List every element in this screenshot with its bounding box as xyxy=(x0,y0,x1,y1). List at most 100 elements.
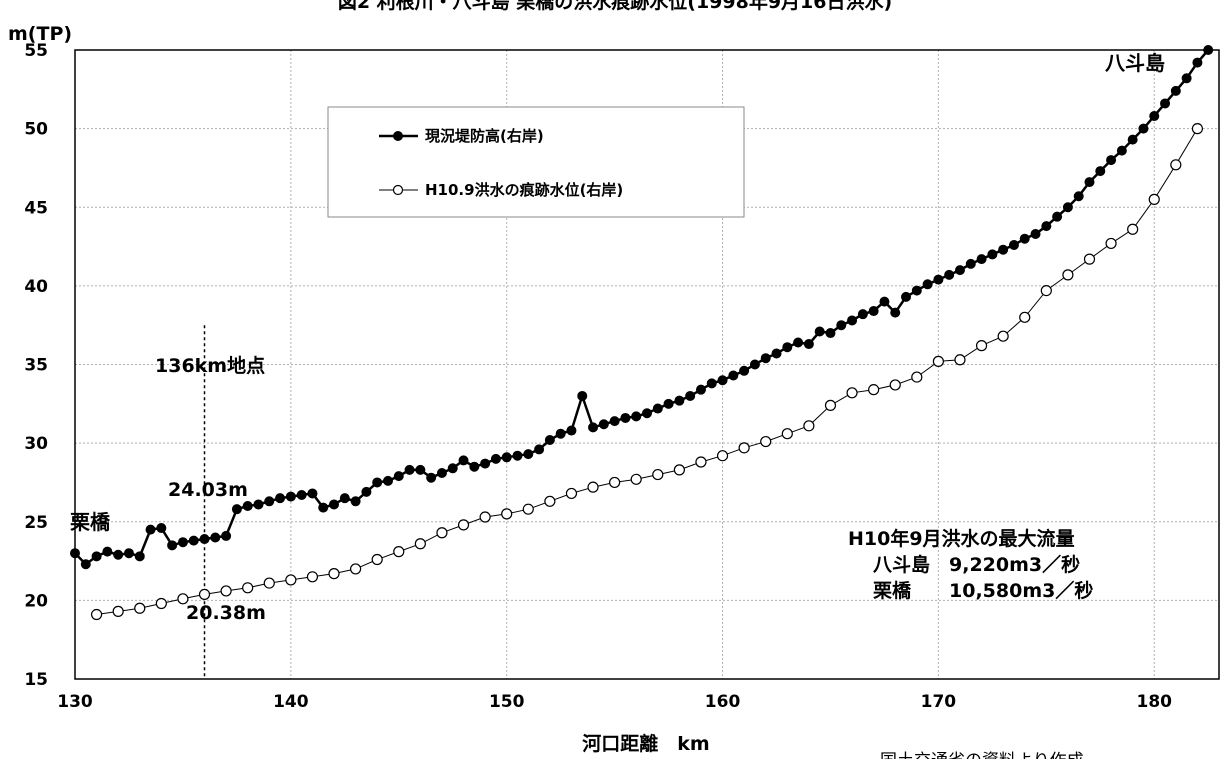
data-point-series-1 xyxy=(220,585,232,597)
data-point-series-0 xyxy=(868,306,879,317)
data-point-series-1 xyxy=(350,563,362,575)
data-point-series-0 xyxy=(156,523,167,534)
data-point-series-0 xyxy=(782,342,793,353)
data-point-series-0 xyxy=(1095,166,1106,177)
data-point-series-0 xyxy=(1030,228,1041,239)
data-point-series-0 xyxy=(1116,145,1127,156)
data-point-series-0 xyxy=(793,337,804,348)
legend-box xyxy=(327,106,745,218)
data-point-series-0 xyxy=(221,530,232,541)
data-point-series-0 xyxy=(70,548,80,559)
legend-marker-flood xyxy=(392,184,404,196)
data-point-series-1 xyxy=(414,538,426,550)
data-point-series-0 xyxy=(318,502,329,513)
data-point-series-0 xyxy=(123,548,134,559)
annotation-yattajima: 八斗島 xyxy=(1105,51,1165,75)
data-point-series-1 xyxy=(824,399,837,411)
data-point-series-0 xyxy=(1170,85,1181,96)
data-point-series-0 xyxy=(879,296,890,307)
data-point-series-0 xyxy=(1052,211,1063,222)
data-point-series-0 xyxy=(102,546,113,557)
data-point-series-1 xyxy=(1040,284,1052,297)
data-point-series-1 xyxy=(868,384,880,396)
data-point-series-1 xyxy=(997,330,1009,342)
data-point-series-0 xyxy=(642,408,652,419)
data-point-series-0 xyxy=(534,444,545,455)
data-point-series-1 xyxy=(393,546,405,558)
data-point-series-0 xyxy=(1127,134,1138,145)
data-point-series-0 xyxy=(490,453,501,464)
data-point-series-0 xyxy=(307,488,318,499)
data-point-series-0 xyxy=(242,501,253,512)
data-point-series-0 xyxy=(857,309,868,320)
data-point-series-1 xyxy=(954,354,966,366)
data-point-series-0 xyxy=(512,450,523,461)
data-point-series-0 xyxy=(167,540,178,551)
data-point-series-1 xyxy=(457,519,470,531)
series-line-1 xyxy=(96,128,1198,615)
annotation-max-flow-kurihashi: 栗橋 10,580m3／秒 xyxy=(873,579,1093,602)
source-note: 国土交通省の資料より作成 xyxy=(880,751,1084,759)
data-point-series-0 xyxy=(771,348,782,359)
data-point-series-0 xyxy=(404,464,415,475)
data-point-series-0 xyxy=(231,504,242,515)
data-point-series-0 xyxy=(555,428,566,439)
data-point-series-1 xyxy=(263,577,275,589)
annotation-max-flow-title: H10年9月洪水の最大流量 xyxy=(848,527,1075,550)
data-point-series-0 xyxy=(1073,191,1084,202)
data-point-series-0 xyxy=(188,535,199,546)
plot-area-frame xyxy=(74,49,1220,680)
data-point-series-0 xyxy=(426,472,437,483)
data-point-series-1 xyxy=(198,588,211,600)
data-point-series-0 xyxy=(706,378,717,389)
data-point-series-1 xyxy=(371,553,383,566)
annotation-kurihashi: 栗橋 xyxy=(70,510,111,534)
data-point-series-0 xyxy=(588,422,599,433)
y-tick-label: 30 xyxy=(24,434,48,454)
y-tick-label: 35 xyxy=(24,356,48,376)
data-point-series-1 xyxy=(177,593,189,605)
data-point-series-1 xyxy=(306,571,319,583)
data-point-series-0 xyxy=(1106,155,1117,166)
data-point-series-1 xyxy=(1062,269,1074,281)
legend-marker-levee xyxy=(393,131,403,141)
annotation-flood-level: 20.38m xyxy=(186,602,266,624)
data-point-series-0 xyxy=(253,499,264,510)
data-point-series-1 xyxy=(803,420,815,432)
data-point-series-0 xyxy=(976,254,987,265)
annotation-136km: 136km地点 xyxy=(155,354,265,377)
y-tick-label: 50 xyxy=(24,120,48,140)
data-point-series-0 xyxy=(145,524,156,535)
x-tick-label: 170 xyxy=(921,692,957,712)
data-point-series-0 xyxy=(663,398,674,409)
data-point-series-0 xyxy=(739,365,750,376)
legend-label-levee: 現況堤防高(右岸) xyxy=(425,127,544,145)
data-point-series-0 xyxy=(803,339,814,350)
data-point-series-0 xyxy=(901,291,912,302)
data-point-series-0 xyxy=(814,326,825,337)
data-point-series-0 xyxy=(695,384,706,395)
x-tick-label: 140 xyxy=(273,692,309,712)
data-point-series-1 xyxy=(112,605,124,617)
x-tick-label: 180 xyxy=(1136,692,1172,712)
data-point-series-0 xyxy=(836,320,847,331)
data-point-series-0 xyxy=(933,274,944,285)
data-point-series-0 xyxy=(393,471,404,482)
data-point-series-1 xyxy=(1019,311,1031,323)
data-point-series-1 xyxy=(285,574,297,586)
data-point-series-0 xyxy=(1181,73,1192,84)
data-point-series-0 xyxy=(954,265,965,276)
data-point-series-1 xyxy=(242,582,254,594)
x-tick-label: 150 xyxy=(489,692,525,712)
y-tick-label: 55 xyxy=(24,41,48,61)
data-point-series-0 xyxy=(382,475,393,486)
data-point-series-1 xyxy=(889,379,901,391)
data-point-series-0 xyxy=(329,499,340,510)
data-point-series-1 xyxy=(565,487,578,500)
data-point-series-0 xyxy=(566,425,577,436)
data-point-series-0 xyxy=(620,412,631,423)
annotation-max-flow-yattajima: 八斗島 9,220m3／秒 xyxy=(873,553,1080,576)
data-point-series-1 xyxy=(911,371,923,383)
data-point-series-0 xyxy=(965,258,976,269)
data-point-series-0 xyxy=(652,403,663,414)
